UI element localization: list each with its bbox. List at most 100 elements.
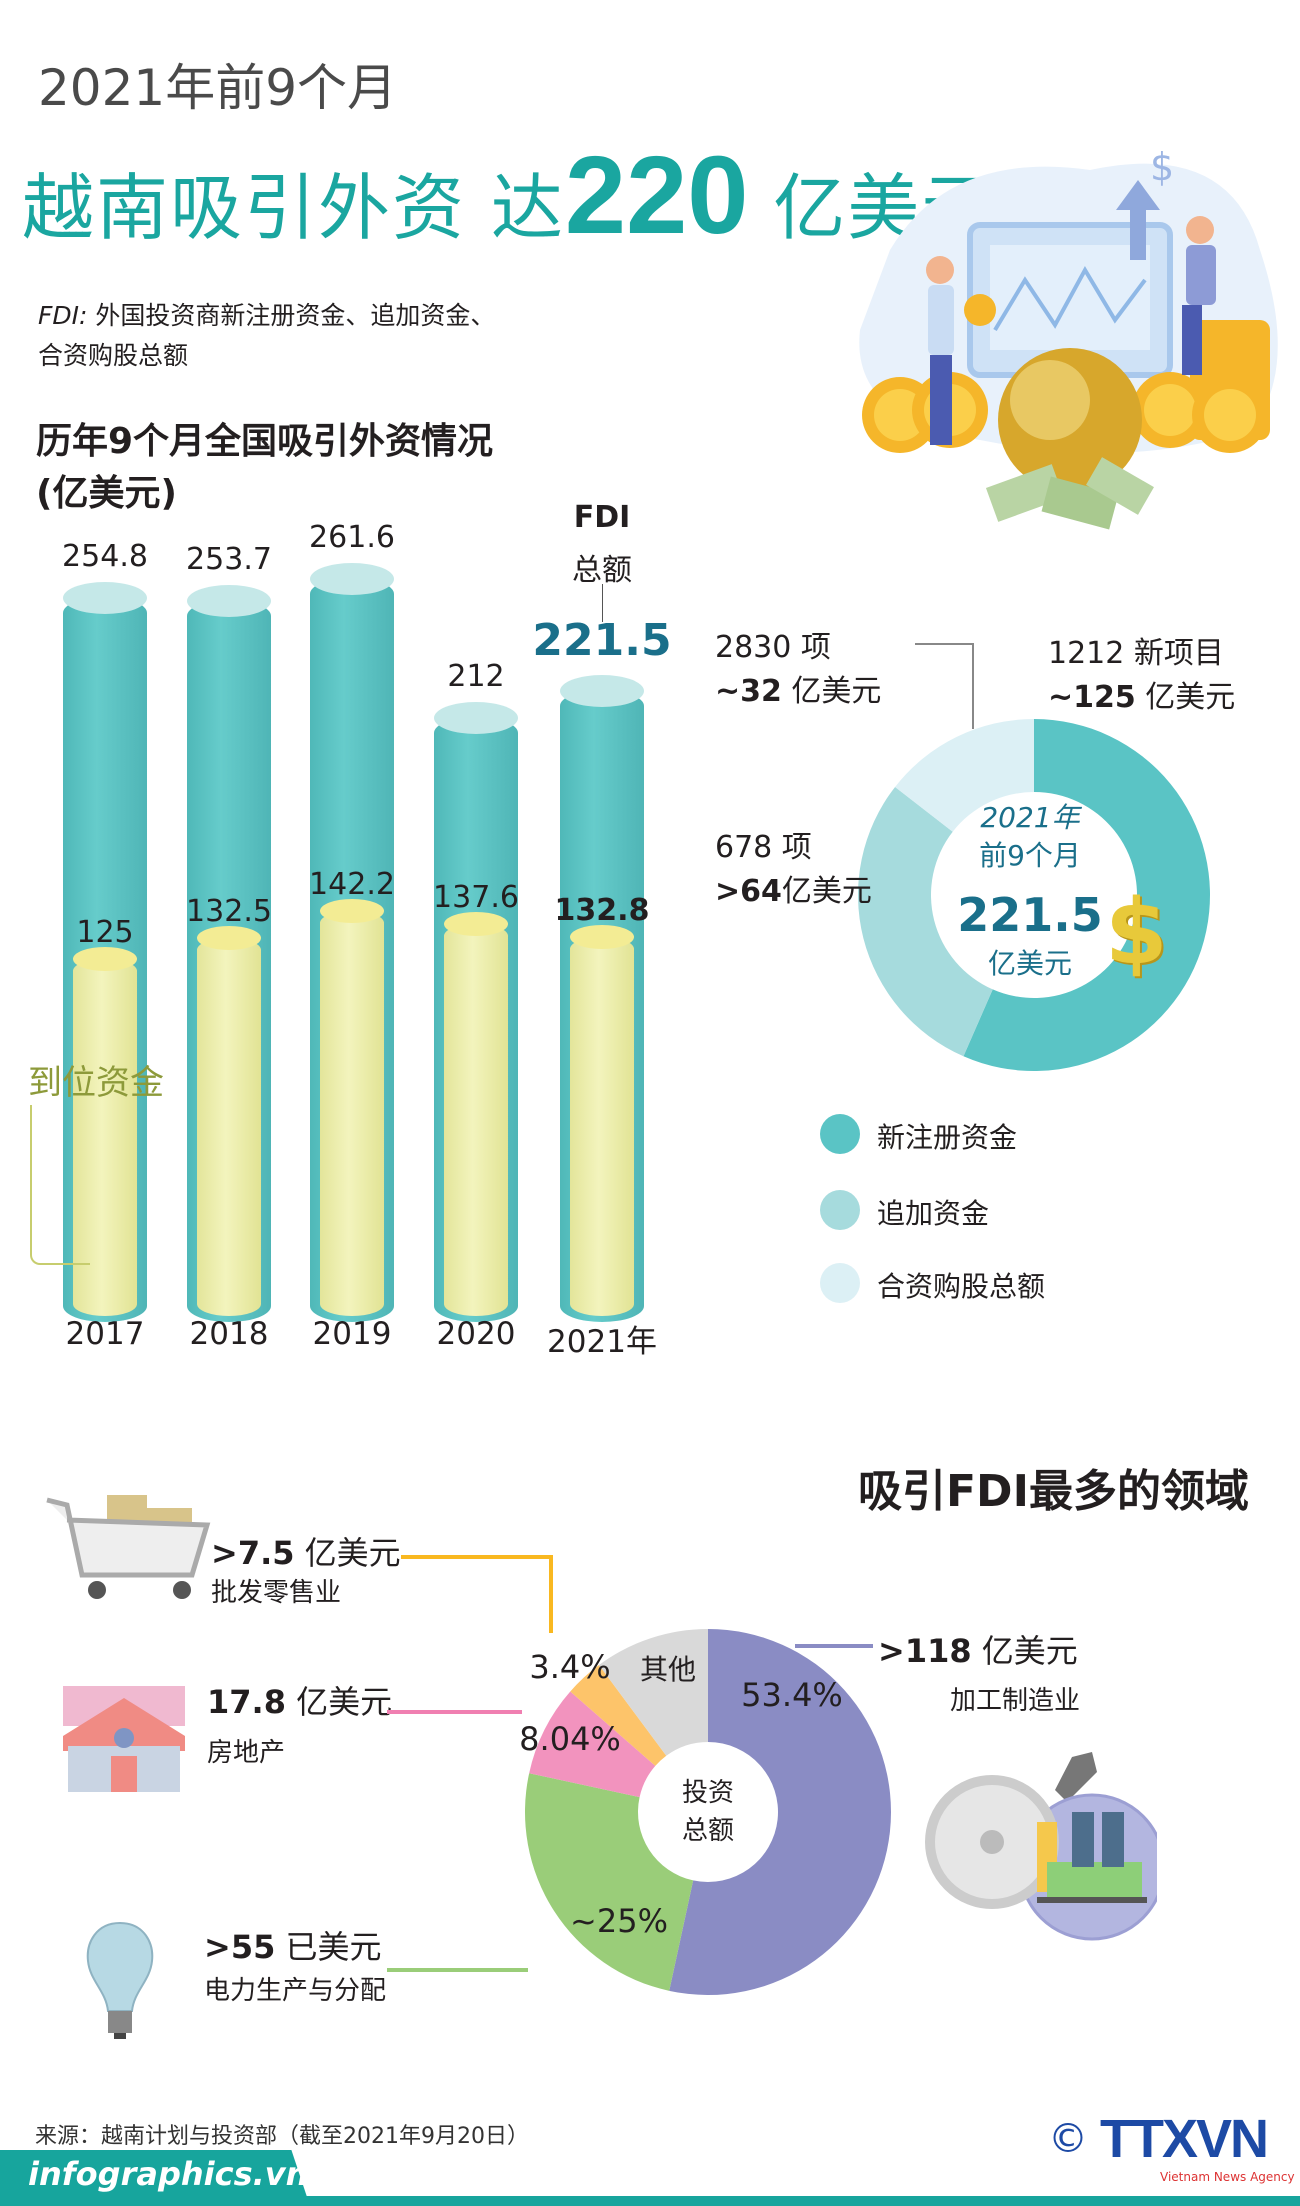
power-leader-line xyxy=(387,1968,528,1972)
jv-leader-line xyxy=(915,643,974,729)
bar-disbursed-label: 132.5 xyxy=(186,894,272,930)
manuf-value-unit: 亿美元 xyxy=(971,1632,1078,1670)
donut1-center-total: 221.5 xyxy=(957,888,1103,942)
power-name: 电力生产与分配 xyxy=(204,1976,387,2006)
retail-leader-line xyxy=(401,1555,553,1633)
fdi-2021-value: 221.5 xyxy=(532,615,672,666)
power-value: >55 已美元 xyxy=(204,1922,382,1968)
manuf-leader-line xyxy=(795,1644,873,1648)
bar-total-label: 212 xyxy=(447,658,505,694)
legend-label-additional: 追加资金 xyxy=(877,1197,990,1230)
jv-amount-number: ~32 xyxy=(715,674,782,709)
light-bulb-icon xyxy=(86,1921,154,2039)
wrench-icon xyxy=(1055,1752,1097,1802)
realestate-value-unit: 亿美元 xyxy=(285,1683,393,1721)
bar-total-label: 253.7 xyxy=(186,542,272,578)
fdi-leader-line xyxy=(602,584,603,622)
shopping-cart-icon xyxy=(46,1495,211,1599)
realestate-value-number: 17.8 xyxy=(207,1683,286,1721)
fdi-definition-line1: 外国投资商新注册资金、追加资金、 xyxy=(87,301,496,330)
coin-stack-left-icon xyxy=(862,372,988,453)
fdi-term: FDI: xyxy=(38,301,88,330)
bar-total-top xyxy=(434,701,518,734)
money-pile-icon xyxy=(985,457,1154,530)
fdi-definition-line2: 合资购股总额 xyxy=(38,341,189,370)
bar-disbursed-label: 142.2 xyxy=(309,867,395,903)
legend-dot-new xyxy=(820,1114,860,1154)
bar-disbursed xyxy=(320,911,384,1316)
bar-disbursed-top xyxy=(320,899,384,924)
realestate-value: 17.8 亿美元 xyxy=(207,1677,392,1723)
jv-count: 2830 项 xyxy=(715,630,831,665)
fdi-sublabel: 总额 xyxy=(572,553,632,588)
legend-dot-additional xyxy=(820,1190,860,1230)
coin-icon xyxy=(964,294,996,326)
manuf-value-number: >118 xyxy=(878,1632,972,1670)
donut2-slice-label: 其他 xyxy=(639,1653,697,1686)
bar-chart-title: 历年9个月全国吸引外资情况 (亿美元) xyxy=(36,416,493,520)
coin-stack-right-icon xyxy=(1132,320,1270,453)
bar-total-top xyxy=(310,563,394,596)
ttxvn-logo: TTXVN xyxy=(1100,2109,1269,2169)
house-icon xyxy=(63,1686,185,1792)
x-tick-label: 2019 xyxy=(312,1316,392,1352)
disbursed-label: 到位资金 xyxy=(28,1063,164,1103)
bar-disbursed-label: 125 xyxy=(76,915,134,951)
x-tick-label: 2021年 xyxy=(547,1324,657,1360)
footer-bar xyxy=(0,2196,1300,2206)
retail-value-unit: 亿美元 xyxy=(294,1534,401,1572)
realestate-leader-line xyxy=(387,1710,522,1714)
donut1-center-unit: 亿美元 xyxy=(987,947,1073,980)
bar-disbursed-top xyxy=(73,947,137,972)
donut2-center-line2: 总额 xyxy=(681,1816,735,1846)
businessman-right-icon xyxy=(1182,216,1216,375)
x-tick-label: 2020 xyxy=(436,1316,516,1352)
retail-value: >7.5 亿美元 xyxy=(211,1528,401,1574)
bar-disbursed-top xyxy=(444,912,508,937)
legend-dot-jv xyxy=(820,1263,860,1303)
bar-disbursed-label: 137.6 xyxy=(433,880,519,916)
bar-disbursed xyxy=(570,937,634,1316)
manuf-name: 加工制造业 xyxy=(950,1686,1081,1716)
headline-pre: 越南吸引外资 达 xyxy=(22,166,565,250)
donut2-slice-label: ~25% xyxy=(570,1902,668,1940)
donut2-slice xyxy=(525,1773,694,1991)
add-amount-unit: 亿美元 xyxy=(781,874,872,909)
donut1-center-period: 前9个月 xyxy=(979,839,1081,872)
donut1-center-year: 2021年 xyxy=(980,801,1080,834)
new-count: 1212 新项目 xyxy=(1048,636,1224,671)
bar-chart-title-unit: (亿美元) xyxy=(36,473,177,514)
arrow-up-icon xyxy=(1116,180,1160,260)
legend-label-new: 新注册资金 xyxy=(877,1121,1018,1154)
donut2-slice-label: 3.4% xyxy=(529,1648,611,1686)
fdi-label: FDI xyxy=(573,500,631,535)
bar-disbursed-top xyxy=(570,925,634,950)
bar-total-top xyxy=(560,675,644,707)
copyright-icon: © xyxy=(1048,2116,1088,2162)
new-amount: ~125 亿美元 xyxy=(1048,672,1235,716)
bar-disbursed-label: 132.8 xyxy=(554,893,650,929)
bar-total-label: 254.8 xyxy=(62,539,148,575)
x-tick-label: 2018 xyxy=(189,1316,269,1352)
new-amount-unit: 亿美元 xyxy=(1135,680,1236,715)
dollar-icon: $ xyxy=(1150,145,1174,189)
footer-block xyxy=(0,2150,310,2206)
x-tick-label: 2017 xyxy=(65,1316,145,1352)
investment-illustration: $ xyxy=(859,145,1278,530)
donut2-slice-label: 53.4% xyxy=(741,1676,843,1714)
jv-amount: ~32 亿美元 xyxy=(715,666,881,710)
retail-name: 批发零售业 xyxy=(211,1578,342,1608)
disbursed-leader-line xyxy=(30,1105,90,1265)
bar-disbursed xyxy=(197,938,261,1316)
site-link[interactable]: infographics.vn xyxy=(28,2155,309,2193)
ttxvn-logo-subtitle: Vietnam News Agency xyxy=(1160,2170,1295,2184)
donut2-center-line1: 投资 xyxy=(681,1778,735,1808)
add-count: 678 项 xyxy=(715,830,812,865)
sectors-title: 吸引FDI最多的领域 xyxy=(858,1466,1249,1517)
bar-disbursed-top xyxy=(197,926,261,951)
donut2-slice-label: 8.04% xyxy=(519,1720,621,1758)
dollar-sign-icon: $ xyxy=(1105,880,1168,985)
add-amount: >64亿美元 xyxy=(715,866,872,910)
retail-value-number: >7.5 xyxy=(211,1534,295,1572)
fdi-definition: FDI: 外国投资商新注册资金、追加资金、合资购股总额 xyxy=(38,296,495,376)
